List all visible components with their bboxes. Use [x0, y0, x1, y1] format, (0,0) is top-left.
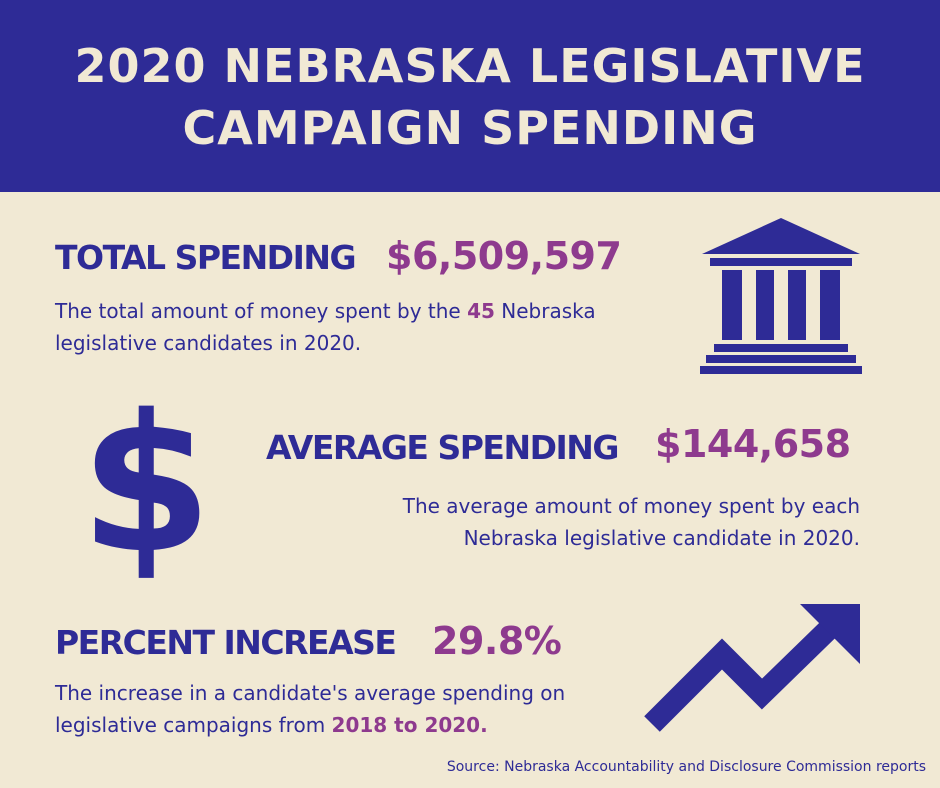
percent-increase-label: PERCENT INCREASE — [55, 623, 397, 662]
average-spending-value: $144,658 — [655, 422, 851, 466]
title-line-2: CAMPAIGN SPENDING — [182, 101, 758, 155]
increase-desc-line1: The increase in a candidate's average sp… — [55, 681, 566, 705]
dollar-sign-icon: $ — [80, 374, 213, 595]
increase-desc-highlight: 2018 to 2020. — [331, 713, 488, 737]
source-note: Source: Nebraska Accountability and Disc… — [446, 759, 926, 775]
header-banner: 2020 NEBRASKA LEGISLATIVE CAMPAIGN SPEND… — [0, 0, 940, 192]
total-spending-description: The total amount of money spent by the 4… — [55, 295, 596, 359]
total-desc-line2: legislative candidates in 2020. — [55, 331, 362, 355]
average-spending-description: The average amount of money spent by eac… — [403, 490, 860, 554]
increase-desc-part2: legislative campaigns from — [55, 713, 332, 737]
average-spending-label: AVERAGE SPENDING — [266, 428, 619, 467]
trending-up-arrow-icon — [644, 604, 860, 732]
total-desc-part2: Nebraska — [494, 299, 596, 323]
government-building-icon — [700, 218, 862, 374]
total-desc-part1: The total amount of money spent by the — [55, 299, 468, 323]
average-desc-line1: The average amount of money spent by eac… — [402, 494, 860, 518]
title-line-1: 2020 NEBRASKA LEGISLATIVE — [74, 39, 866, 93]
average-desc-line2: Nebraska legislative candidate in 2020. — [463, 526, 860, 550]
total-spending-label: TOTAL SPENDING — [55, 238, 357, 277]
percent-increase-description: The increase in a candidate's average sp… — [55, 677, 565, 741]
total-desc-highlight: 45 — [467, 299, 495, 323]
percent-increase-value: 29.8% — [432, 619, 562, 663]
total-spending-value: $6,509,597 — [386, 234, 622, 278]
